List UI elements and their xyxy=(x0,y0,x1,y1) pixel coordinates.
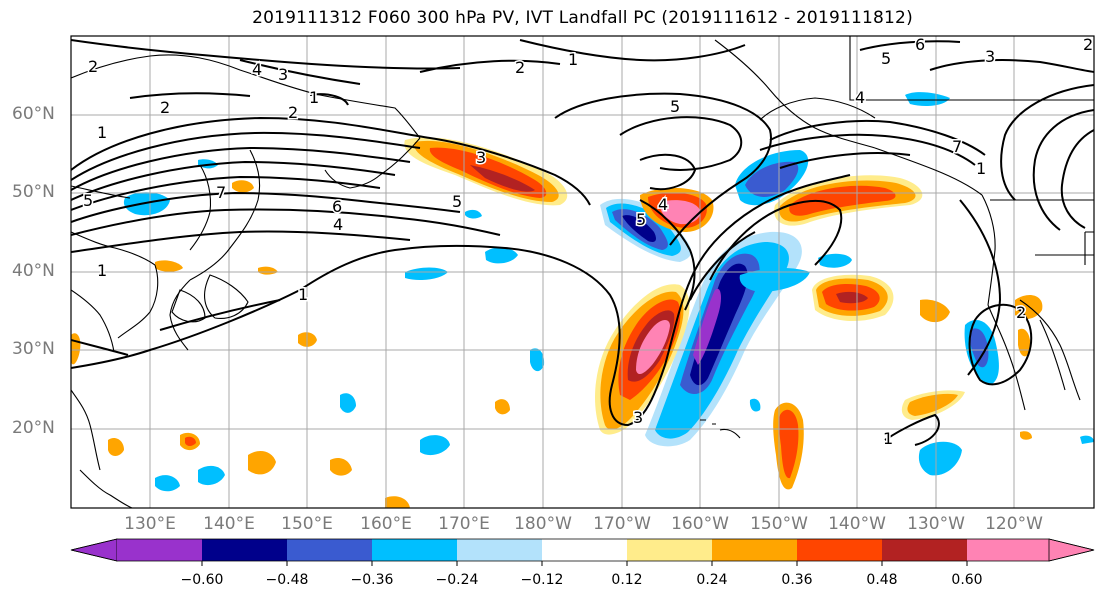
map-frame xyxy=(70,35,1095,509)
colorbar-bin xyxy=(882,539,967,561)
lon-label-160w: 160°W xyxy=(671,514,729,534)
colorbar-bin xyxy=(712,539,797,561)
colorbar-tick-label: −0.12 xyxy=(520,572,564,588)
colorbar-bin xyxy=(627,539,712,561)
lon-label-120w: 120°W xyxy=(985,514,1043,534)
lon-label-150w: 150°W xyxy=(750,514,808,534)
svg-text:1: 1 xyxy=(568,50,578,69)
svg-text:1: 1 xyxy=(883,429,893,448)
svg-text:5: 5 xyxy=(636,210,646,229)
colorbar-bin xyxy=(457,539,542,561)
lon-label-140e: 140°E xyxy=(203,514,255,534)
svg-text:7: 7 xyxy=(952,137,962,156)
svg-text:3: 3 xyxy=(476,148,486,167)
lon-label-130e: 130°E xyxy=(124,514,176,534)
svg-text:4: 4 xyxy=(658,195,668,214)
svg-text:5: 5 xyxy=(452,192,462,211)
svg-text:2: 2 xyxy=(160,98,170,117)
svg-text:5: 5 xyxy=(881,49,891,68)
coastlines xyxy=(71,36,1094,508)
svg-text:2: 2 xyxy=(288,103,298,122)
colorbar-bin xyxy=(372,539,457,561)
map-area: 2 4 3 2 1 6 3 2 1 5 2 1 1 5 7 6 4 3 5 4 … xyxy=(71,35,1095,508)
lon-label-180w: 180°W xyxy=(514,514,572,534)
colorbar-bin xyxy=(117,539,202,561)
svg-text:7: 7 xyxy=(216,183,226,202)
svg-text:3: 3 xyxy=(278,65,288,84)
colorbar-tick-label: 0.12 xyxy=(611,572,643,588)
colorbar-tick-label: 0.24 xyxy=(696,572,728,588)
svg-text:5: 5 xyxy=(83,191,93,210)
lon-label-150e: 150°E xyxy=(281,514,333,534)
svg-text:1: 1 xyxy=(97,123,107,142)
svg-text:2: 2 xyxy=(1016,303,1026,322)
svg-text:4: 4 xyxy=(333,215,343,234)
colorbar-tick-label: −0.48 xyxy=(265,572,309,588)
lat-label-50n: 50°N xyxy=(12,182,55,202)
lon-label-170e: 170°E xyxy=(438,514,490,534)
svg-text:6: 6 xyxy=(332,197,342,216)
colorbar-bin xyxy=(202,539,287,561)
svg-text:6: 6 xyxy=(915,35,925,54)
colorbar-tick-label: 0.48 xyxy=(866,572,898,588)
map-title: 2019111312 F060 300 hPa PV, IVT Landfall… xyxy=(252,8,913,28)
colorbar-tick-label: 0.36 xyxy=(781,572,813,588)
colorbar-tick-label: −0.24 xyxy=(435,572,479,588)
colorbar-tick-label: −0.60 xyxy=(180,572,224,588)
colorbar xyxy=(70,538,1095,566)
svg-text:4: 4 xyxy=(855,88,865,107)
lat-label-40n: 40°N xyxy=(12,261,55,281)
svg-text:1: 1 xyxy=(309,88,319,107)
svg-text:1: 1 xyxy=(976,159,986,178)
svg-text:2: 2 xyxy=(1083,35,1093,54)
colorbar-tick-label: 0.60 xyxy=(951,572,983,588)
lat-label-20n: 20°N xyxy=(12,418,55,438)
svg-text:1: 1 xyxy=(298,285,308,304)
lon-label-160e: 160°E xyxy=(360,514,412,534)
colorbar-extend-min xyxy=(70,538,118,562)
svg-text:3: 3 xyxy=(633,408,643,427)
svg-text:1: 1 xyxy=(97,261,107,280)
svg-text:2: 2 xyxy=(515,58,525,77)
colorbar-tick-label: −0.36 xyxy=(350,572,394,588)
colorbar-extend-max xyxy=(1048,538,1095,562)
contour-labels: 2 4 3 2 1 6 3 2 1 5 2 1 1 5 7 6 4 3 5 4 … xyxy=(82,35,1095,450)
pv-contours xyxy=(71,39,1094,446)
colorbar-bin xyxy=(287,539,372,561)
lon-label-140w: 140°W xyxy=(828,514,886,534)
svg-text:5: 5 xyxy=(670,97,680,116)
svg-text:3: 3 xyxy=(985,47,995,66)
colorbar-bin xyxy=(797,539,882,561)
lat-label-60n: 60°N xyxy=(12,104,55,124)
svg-text:2: 2 xyxy=(88,57,98,76)
ivt-shading xyxy=(71,92,1094,508)
colorbar-bin xyxy=(542,539,627,561)
lon-label-170w: 170°W xyxy=(593,514,651,534)
colorbar-bin xyxy=(967,539,1049,561)
svg-text:4: 4 xyxy=(252,60,262,79)
lat-label-30n: 30°N xyxy=(12,339,55,359)
lon-label-130w: 130°W xyxy=(907,514,965,534)
